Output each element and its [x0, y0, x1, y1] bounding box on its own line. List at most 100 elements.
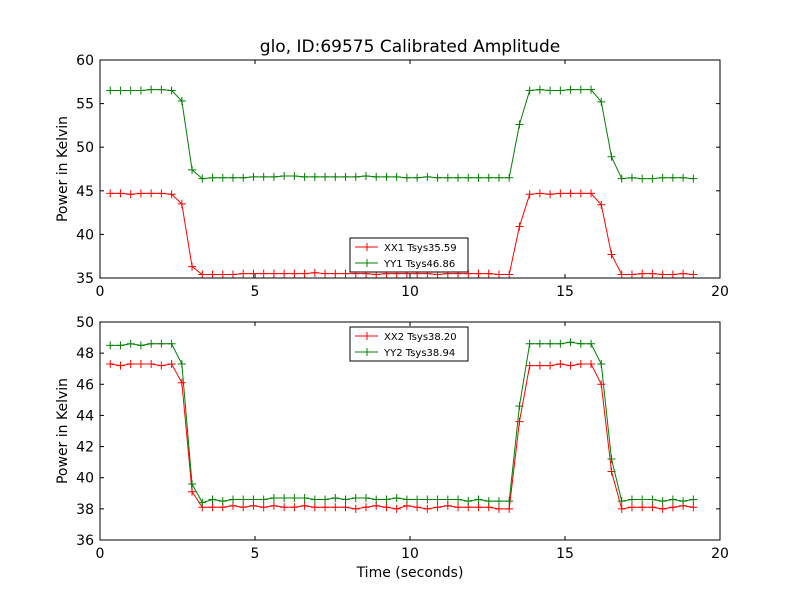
data-point [106, 360, 115, 369]
data-point [351, 504, 360, 513]
data-point [341, 495, 350, 504]
data-point [167, 360, 176, 369]
data-point [157, 339, 166, 348]
data-point [269, 269, 278, 278]
data-point [136, 189, 145, 198]
series-line [110, 192, 694, 276]
legend-item: XX1 Tsys35.59 [355, 243, 457, 254]
data-point [648, 269, 657, 278]
series-2 [106, 338, 698, 507]
data-point [638, 174, 647, 183]
data-point [556, 86, 565, 95]
y-tick-label: 48 [76, 346, 94, 362]
data-point [566, 189, 575, 198]
data-point [658, 173, 667, 182]
data-point [648, 174, 657, 183]
y-tick-label: 44 [76, 408, 94, 424]
data-point [280, 503, 289, 512]
data-point [290, 269, 299, 278]
data-point [423, 495, 432, 504]
data-point [525, 190, 534, 199]
data-point [208, 495, 217, 504]
data-point [423, 504, 432, 513]
data-point [259, 503, 268, 512]
data-point [658, 270, 667, 279]
data-point [617, 497, 626, 506]
data-point [290, 503, 299, 512]
y-tick-label: 40 [76, 227, 94, 243]
data-point [556, 189, 565, 198]
data-point [668, 173, 677, 182]
data-point [689, 270, 698, 279]
x-tick-label: 20 [711, 546, 729, 562]
data-point [228, 495, 237, 504]
data-point [679, 497, 688, 506]
data-point [218, 173, 227, 182]
data-point [157, 85, 166, 94]
x-tick-label: 5 [251, 546, 260, 562]
series-line [110, 363, 694, 510]
data-point [494, 270, 503, 279]
x-tick-label: 10 [401, 546, 419, 562]
data-point [484, 497, 493, 506]
data-point [627, 503, 636, 512]
data-point [515, 402, 524, 411]
data-point [627, 173, 636, 182]
data-point [546, 86, 555, 95]
data-point [167, 339, 176, 348]
data-point [300, 172, 309, 181]
y-axis-label: Power in Kelvin [55, 116, 71, 222]
data-point [648, 495, 657, 504]
legend: XX1 Tsys35.59 YY1 Tsys46.86 [349, 237, 469, 273]
x-tick-label: 15 [556, 284, 574, 300]
data-point [361, 493, 370, 502]
data-point [177, 360, 186, 369]
data-point [597, 360, 606, 369]
data-point [341, 503, 350, 512]
data-point [566, 338, 575, 347]
data-point [208, 173, 217, 182]
data-point [454, 173, 463, 182]
legend-label: XX1 Tsys35.59 [384, 243, 457, 254]
data-point [331, 172, 340, 181]
legend-label: YY1 Tsys46.86 [383, 259, 455, 270]
data-point [535, 361, 544, 370]
data-point [638, 495, 647, 504]
data-point [321, 269, 330, 278]
data-point [494, 497, 503, 506]
data-point [454, 495, 463, 504]
data-point [382, 172, 391, 181]
data-point [259, 495, 268, 504]
data-point [546, 361, 555, 370]
data-point [535, 85, 544, 94]
data-point [535, 189, 544, 198]
y-tick-label: 42 [76, 440, 94, 456]
data-point [668, 503, 677, 512]
data-point [249, 495, 258, 504]
data-point [679, 269, 688, 278]
y-tick-label: 35 [76, 271, 94, 287]
legend-label: XX2 Tsys38.20 [384, 332, 457, 343]
data-point [638, 503, 647, 512]
y-tick-label: 46 [76, 377, 94, 393]
data-point [402, 173, 411, 182]
data-point [587, 189, 596, 198]
data-point [607, 152, 616, 161]
data-point [147, 360, 156, 369]
data-point [198, 270, 207, 279]
data-point [351, 493, 360, 502]
data-point [208, 270, 217, 279]
data-point [188, 479, 197, 488]
data-point [290, 493, 299, 502]
data-point [668, 270, 677, 279]
data-point [361, 503, 370, 512]
data-point [556, 360, 565, 369]
data-point [484, 173, 493, 182]
data-point [689, 503, 698, 512]
data-point [126, 86, 135, 95]
data-point [392, 504, 401, 513]
data-point [474, 503, 483, 512]
data-point [627, 270, 636, 279]
data-point [607, 455, 616, 464]
